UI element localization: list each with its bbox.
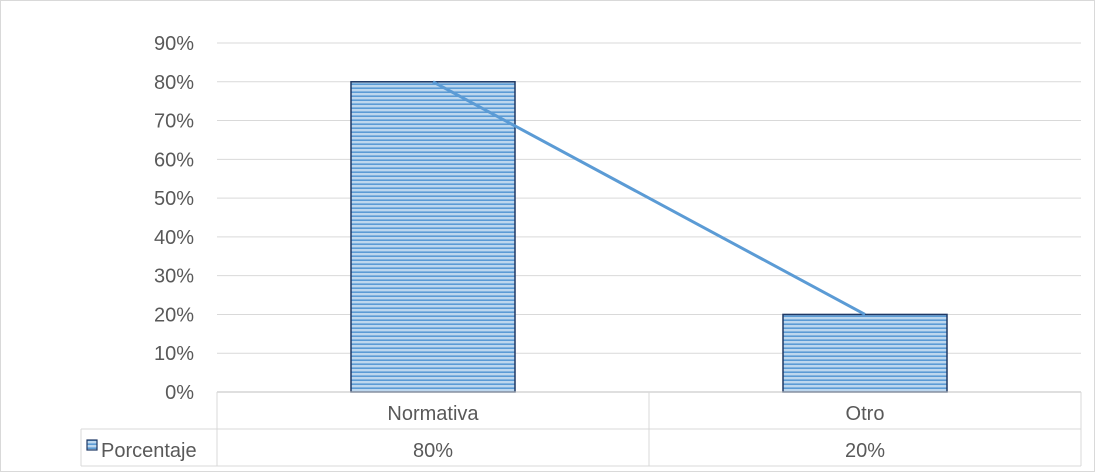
- data-table-value: 20%: [845, 440, 885, 462]
- y-axis-tick-labels: 0% 10% 20% 30% 40% 50% 60% 70% 80% 90%: [154, 33, 194, 404]
- y-tick-label: 20%: [154, 304, 194, 326]
- data-table-value: 80%: [413, 440, 453, 462]
- y-tick-label: 40%: [154, 227, 194, 249]
- y-tick-label: 80%: [154, 72, 194, 94]
- y-tick-label: 0%: [165, 382, 194, 404]
- y-tick-label: 30%: [154, 266, 194, 288]
- bar-normativa: [350, 81, 516, 393]
- bars: [350, 81, 948, 393]
- legend-series-name: Porcentaje: [101, 440, 197, 462]
- category-label: Otro: [846, 403, 885, 425]
- y-tick-label: 10%: [154, 343, 194, 365]
- y-tick-label: 90%: [154, 33, 194, 55]
- bar-otro: [782, 313, 948, 393]
- y-tick-label: 70%: [154, 111, 194, 133]
- category-label: Normativa: [387, 403, 479, 425]
- data-table: Normativa 80% Otro 20% Porcentaje: [80, 391, 1082, 467]
- trend-line: [432, 80, 866, 316]
- legend-key: [86, 439, 98, 451]
- y-tick-label: 60%: [154, 149, 194, 171]
- y-tick-label: 50%: [154, 188, 194, 210]
- trend-line-layer: [432, 80, 866, 316]
